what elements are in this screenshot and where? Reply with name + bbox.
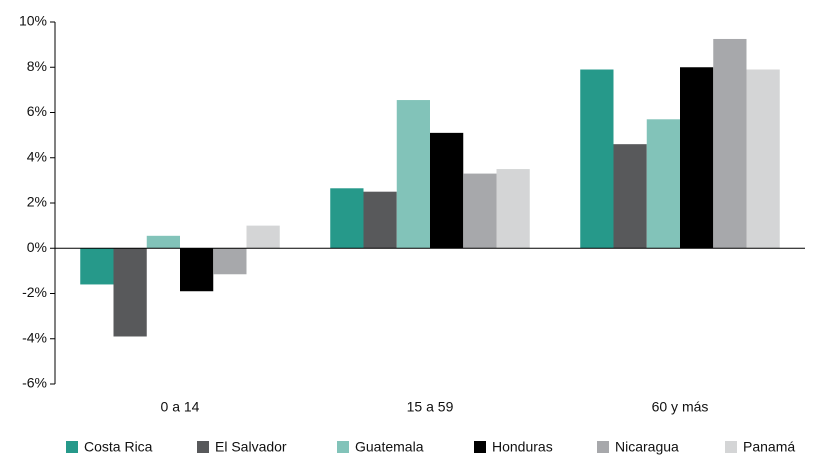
legend-label: Honduras [492,439,553,455]
bar [646,119,680,249]
bar [680,67,714,249]
bar [146,235,180,249]
bar [113,248,147,337]
x-tick-label: 60 y más [652,399,709,415]
legend-swatch [66,441,78,453]
bar [363,191,397,249]
y-tick-label: 0% [27,239,47,255]
y-tick-label: -6% [22,375,47,391]
bar [180,248,214,292]
y-tick-label: -4% [22,329,47,345]
bar [246,225,280,249]
bar [613,144,647,249]
bar [746,69,780,249]
y-tick-label: 6% [27,103,47,119]
bar [496,169,530,249]
bar [330,188,364,249]
y-tick-label: -2% [22,284,47,300]
legend-label: Costa Rica [84,439,153,455]
legend-label: Panamá [743,439,795,455]
legend-swatch [597,441,609,453]
y-tick-label: 8% [27,58,47,74]
bar [430,132,464,249]
y-tick-label: 4% [27,148,47,164]
legend-label: Nicaragua [615,439,679,455]
bar [580,69,614,249]
legend-swatch [337,441,349,453]
y-tick-label: 10% [19,13,47,29]
legend-swatch [725,441,737,453]
bar [80,248,114,285]
y-tick-label: 2% [27,194,47,210]
x-tick-label: 0 a 14 [161,399,200,415]
legend-swatch [197,441,209,453]
legend-label: El Salvador [215,439,287,455]
legend-label: Guatemala [355,439,424,455]
bar [713,38,747,249]
bar [213,248,247,275]
x-tick-label: 15 a 59 [407,399,454,415]
bar [463,173,497,249]
legend-swatch [474,441,486,453]
bar [396,100,430,249]
